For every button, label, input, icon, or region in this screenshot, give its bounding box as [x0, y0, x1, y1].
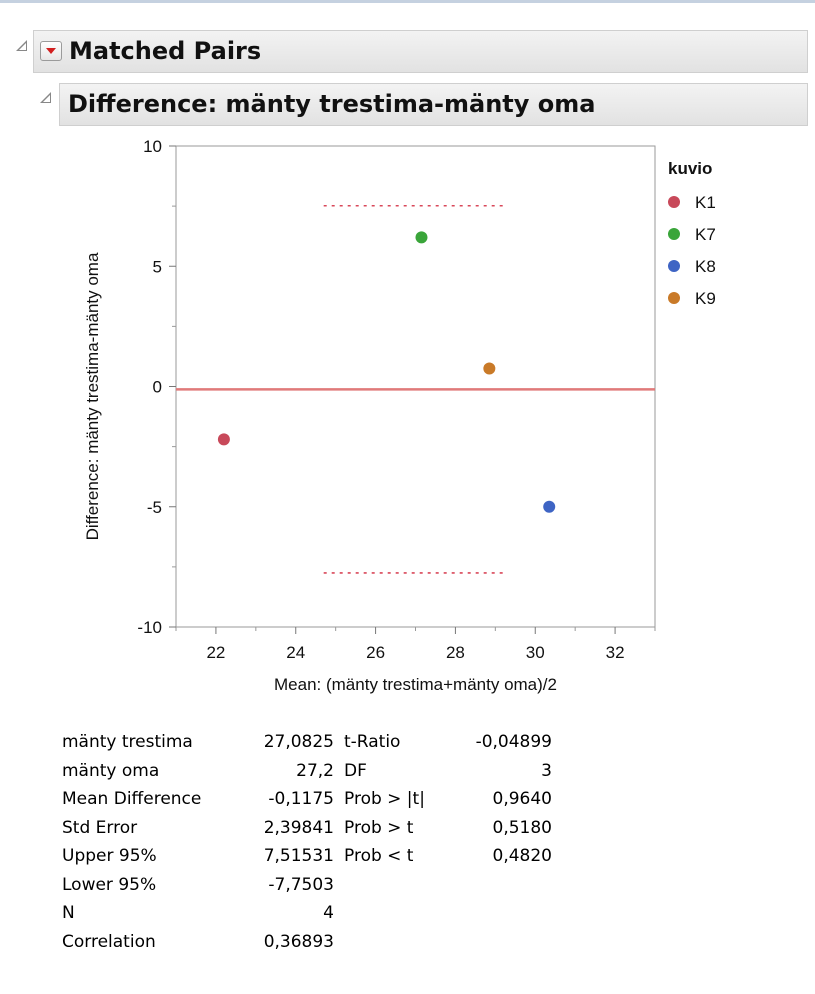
stat-value: 0,36893 [263, 931, 334, 952]
stat-label: Prob < t [344, 846, 414, 866]
y-tick-label: -10 [137, 618, 162, 637]
stat-value: 27,0825 [263, 732, 334, 752]
legend-label-k8: K8 [695, 257, 716, 276]
stat-label: Prob > t [344, 817, 414, 838]
x-axis-label: Mean: (mänty trestima+mänty oma)/2 [274, 675, 557, 694]
stat-value: -7,7503 [268, 874, 334, 895]
data-point-k8 [543, 500, 556, 513]
red-triangle-menu-icon[interactable] [40, 41, 62, 61]
difference-plot: 22 24 26 28 30 32 10 5 0 -5 -10 kuvio K1 K7 K8 K9 Mean… [83, 137, 716, 694]
stat-label: Correlation [62, 931, 156, 952]
stat-label: mänty oma [62, 760, 160, 781]
data-point-k1 [217, 433, 230, 446]
plot-area [175, 145, 656, 628]
stat-label: Lower 95% [62, 874, 157, 895]
legend-label-k9: K9 [695, 289, 716, 308]
data-point-k7 [415, 231, 428, 244]
stat-label: Mean Difference [62, 789, 202, 809]
stat-label: t-Ratio [344, 732, 401, 752]
y-tick-label: 10 [143, 137, 162, 156]
legend-marker-k1 [668, 196, 680, 208]
x-tick-label: 30 [526, 643, 545, 662]
matched-pairs-header[interactable]: Matched Pairs [33, 30, 808, 73]
stat-value: -0,1175 [268, 789, 334, 809]
x-tick-label: 32 [606, 643, 625, 662]
disclosure-triangle-icon[interactable] [16, 40, 27, 51]
legend-label-k7: K7 [695, 225, 716, 244]
legend-marker-k9 [668, 292, 680, 304]
stat-label: N [62, 903, 75, 923]
disclosure-triangle-icon[interactable] [40, 92, 51, 103]
stat-label: mänty trestima [62, 732, 193, 752]
stat-value: 3 [541, 760, 552, 781]
x-tick-label: 24 [286, 643, 305, 662]
data-point-k9 [483, 362, 496, 375]
stat-label: Upper 95% [62, 846, 157, 866]
stat-value: 4 [323, 903, 334, 923]
stat-label: Std Error [62, 817, 138, 838]
y-axis-label: Difference: mänty trestima-mänty oma [83, 252, 102, 540]
stat-label: DF [344, 760, 367, 781]
stat-value: 7,51531 [263, 846, 334, 866]
difference-header[interactable]: Difference: mänty trestima-mänty oma [59, 83, 808, 126]
x-tick-label: 28 [446, 643, 465, 662]
stat-label: Prob > |t| [344, 789, 425, 809]
x-tick-label: 26 [366, 643, 385, 662]
stat-value: 0,4820 [492, 846, 552, 866]
report-subtitle: Difference: mänty trestima-mänty oma [68, 90, 596, 118]
legend-marker-k8 [668, 260, 680, 272]
top-border [0, 0, 815, 3]
stat-value: 27,2 [296, 760, 334, 781]
y-tick-label: -5 [147, 498, 162, 517]
stat-value: -0,04899 [475, 732, 552, 752]
legend-marker-k7 [668, 228, 680, 240]
legend-label-k1: K1 [695, 193, 716, 212]
x-tick-label: 22 [206, 643, 225, 662]
y-tick-label: 5 [153, 257, 162, 276]
stat-value: 0,9640 [492, 789, 552, 809]
report-title: Matched Pairs [69, 37, 262, 65]
legend-title: kuvio [668, 159, 712, 178]
stat-value: 2,39841 [263, 817, 334, 838]
stat-value: 0,5180 [492, 817, 552, 838]
y-tick-label: 0 [153, 378, 162, 397]
